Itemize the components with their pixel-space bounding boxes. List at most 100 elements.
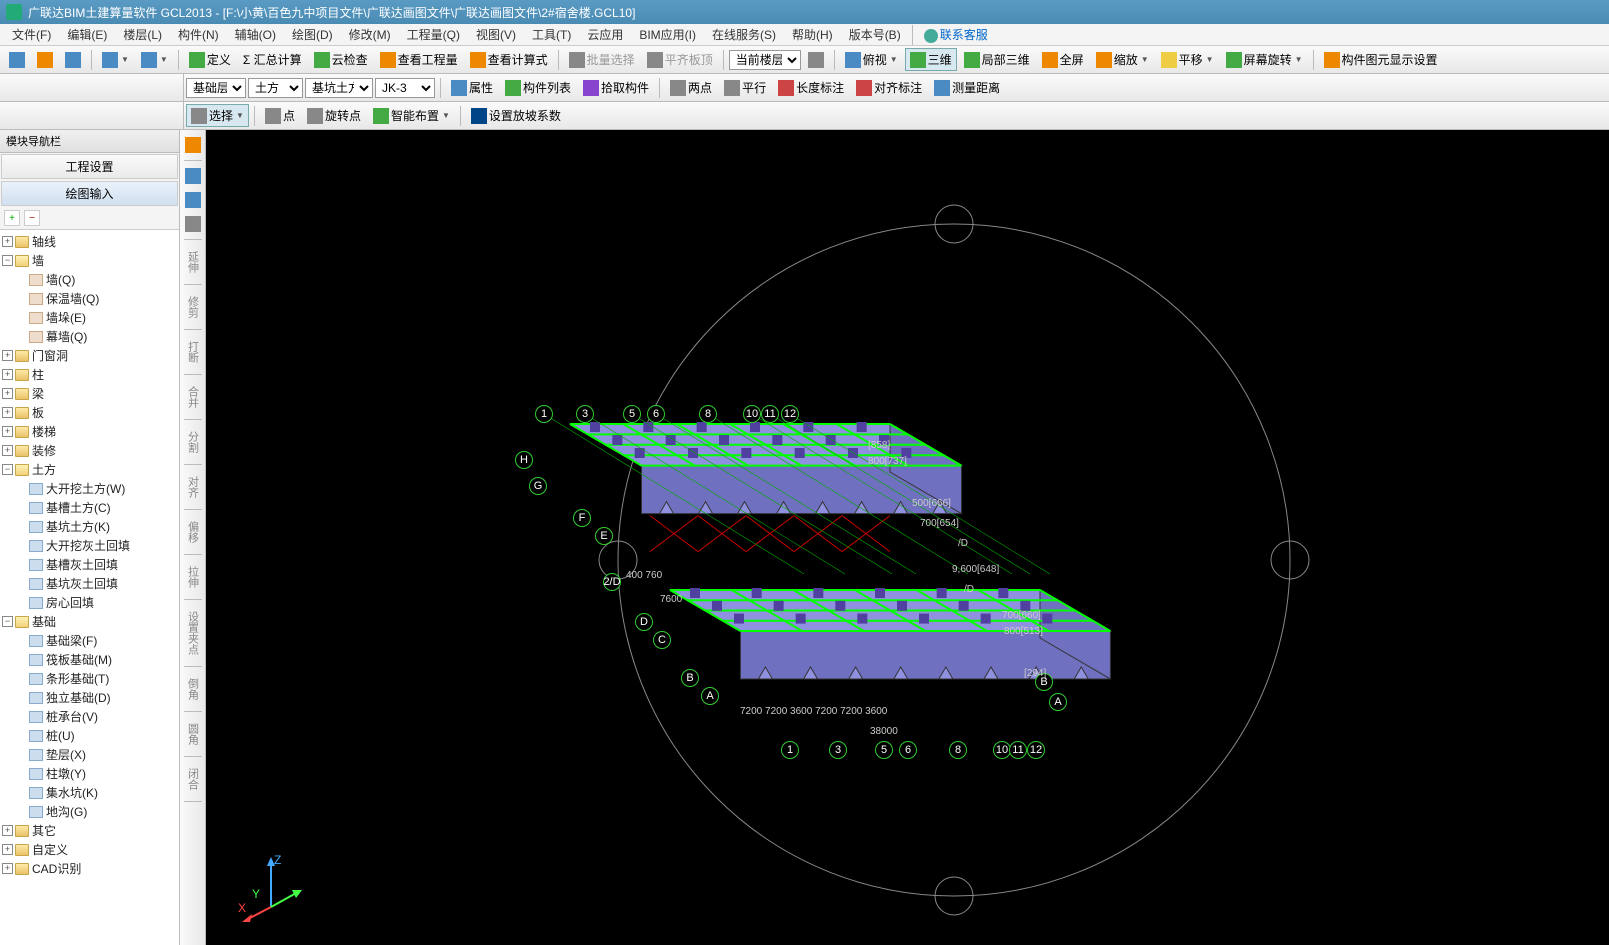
tree-node[interactable]: 房心回填 [2, 593, 177, 612]
vtb-设置夹点[interactable]: 设置夹点 [182, 604, 204, 662]
view-formula-button[interactable]: 查看计算式 [465, 48, 553, 71]
menu-online[interactable]: 在线服务(S) [704, 26, 784, 43]
tree-node[interactable]: −基础 [2, 612, 177, 631]
vtb-对齐[interactable]: 对齐 [182, 469, 204, 505]
tree-node[interactable]: +门窗洞 [2, 346, 177, 365]
rotate-button[interactable]: 屏幕旋转▼ [1221, 48, 1308, 71]
tree-node[interactable]: 墙垛(E) [2, 308, 177, 327]
menu-help[interactable]: 帮助(H) [784, 26, 841, 43]
top-view-button[interactable]: 俯视▼ [840, 48, 903, 71]
open-button[interactable] [32, 49, 58, 71]
nav-tab-project-settings[interactable]: 工程设置 [1, 154, 178, 179]
select-tool-button[interactable]: 选择▼ [186, 104, 249, 127]
tree-toggle-icon[interactable]: + [2, 407, 13, 418]
list-button[interactable]: 构件列表 [500, 76, 576, 99]
menu-tools[interactable]: 工具(T) [524, 26, 579, 43]
length-dim-button[interactable]: 长度标注 [773, 76, 849, 99]
tree-toggle-icon[interactable]: + [2, 844, 13, 855]
floor-select[interactable]: 当前楼层 [729, 50, 801, 70]
two-point-button[interactable]: 两点 [665, 76, 717, 99]
tree-node[interactable]: 基坑土方(K) [2, 517, 177, 536]
vtb-闭合[interactable]: 闭合 [182, 761, 204, 797]
tree-toggle-icon[interactable]: + [2, 445, 13, 456]
fullscreen-button[interactable]: 全屏 [1037, 48, 1089, 71]
local-3d-button[interactable]: 局部三维 [959, 48, 1035, 71]
view-qty-button[interactable]: 查看工程量 [375, 48, 463, 71]
vtb-angle[interactable] [182, 189, 204, 211]
tree-node[interactable]: −土方 [2, 460, 177, 479]
tree-node[interactable]: 垫层(X) [2, 745, 177, 764]
vtb-分割[interactable]: 分割 [182, 424, 204, 460]
menu-component[interactable]: 构件(N) [170, 26, 227, 43]
flat-top-button[interactable]: 平齐板顶 [642, 48, 718, 71]
dd-type[interactable]: 基坑土方 [305, 78, 373, 98]
new-button[interactable] [4, 49, 30, 71]
vtb-拉伸[interactable]: 拉伸 [182, 559, 204, 595]
tree-node[interactable]: +板 [2, 403, 177, 422]
3d-button[interactable]: 三维 [905, 48, 957, 71]
tree-toggle-icon[interactable]: − [2, 616, 13, 627]
parallel-button[interactable]: 平行 [719, 76, 771, 99]
tree-node[interactable]: 墙(Q) [2, 270, 177, 289]
vtb-修剪[interactable]: 修剪 [182, 289, 204, 325]
menu-floor[interactable]: 楼层(L) [115, 26, 170, 43]
vtb-延伸[interactable]: 延伸 [182, 244, 204, 280]
tree-toggle-icon[interactable]: − [2, 464, 13, 475]
vtb-arc[interactable] [182, 165, 204, 187]
vtb-倒角[interactable]: 倒角 [182, 671, 204, 707]
menu-view[interactable]: 视图(V) [468, 26, 524, 43]
component-tree[interactable]: +轴线−墙墙(Q)保温墙(Q)墙垛(E)幕墙(Q)+门窗洞+柱+梁+板+楼梯+装… [0, 230, 179, 945]
save-button[interactable] [60, 49, 86, 71]
tree-node[interactable]: 基坑灰土回填 [2, 574, 177, 593]
point-button[interactable]: 点 [260, 104, 300, 127]
tree-node[interactable]: +轴线 [2, 232, 177, 251]
tree-node[interactable]: +CAD识别 [2, 859, 177, 878]
collapse-all-button[interactable]: − [24, 210, 40, 226]
vtb-打断[interactable]: 打断 [182, 334, 204, 370]
menu-quantity[interactable]: 工程量(Q) [399, 26, 468, 43]
tree-node[interactable]: 基槽土方(C) [2, 498, 177, 517]
tree-node[interactable]: 大开挖土方(W) [2, 479, 177, 498]
slope-button[interactable]: 设置放坡系数 [466, 104, 566, 127]
tree-node[interactable]: +自定义 [2, 840, 177, 859]
zoom-button[interactable]: 缩放▼ [1091, 48, 1154, 71]
tree-toggle-icon[interactable]: + [2, 426, 13, 437]
tree-node[interactable]: 柱墩(Y) [2, 764, 177, 783]
tree-node[interactable]: +装修 [2, 441, 177, 460]
expand-all-button[interactable]: + [4, 210, 20, 226]
tree-node[interactable]: 独立基础(D) [2, 688, 177, 707]
vtb-brush[interactable] [182, 134, 204, 156]
props-button[interactable]: 属性 [446, 76, 498, 99]
pick-button[interactable]: 拾取构件 [578, 76, 654, 99]
display-settings-button[interactable]: 构件图元显示设置 [1319, 48, 1443, 71]
tree-node[interactable]: 基槽灰土回填 [2, 555, 177, 574]
tree-toggle-icon[interactable]: + [2, 825, 13, 836]
tree-node[interactable]: 地沟(G) [2, 802, 177, 821]
nav-tab-draw-input[interactable]: 绘图输入 [1, 181, 178, 206]
tree-node[interactable]: −墙 [2, 251, 177, 270]
tree-toggle-icon[interactable]: + [2, 369, 13, 380]
tree-node[interactable]: 基础梁(F) [2, 631, 177, 650]
menu-aux-axis[interactable]: 辅轴(O) [227, 26, 284, 43]
tree-node[interactable]: +楼梯 [2, 422, 177, 441]
vtb-圆角[interactable]: 圆角 [182, 716, 204, 752]
menu-cloud[interactable]: 云应用 [579, 26, 631, 43]
measure-button[interactable]: 测量距离 [929, 76, 1005, 99]
vtb-move[interactable] [182, 213, 204, 235]
tree-node[interactable]: 桩承台(V) [2, 707, 177, 726]
redo-button[interactable]: ▼ [136, 49, 173, 71]
menu-edit[interactable]: 编辑(E) [59, 26, 115, 43]
pan-button[interactable]: 平移▼ [1156, 48, 1219, 71]
tree-node[interactable]: 筏板基础(M) [2, 650, 177, 669]
tree-node[interactable]: 条形基础(T) [2, 669, 177, 688]
menu-file[interactable]: 文件(F) [4, 26, 59, 43]
vtb-合并[interactable]: 合并 [182, 379, 204, 415]
tree-toggle-icon[interactable]: + [2, 863, 13, 874]
tree-node[interactable]: +其它 [2, 821, 177, 840]
tree-node[interactable]: 集水坑(K) [2, 783, 177, 802]
tree-node[interactable]: 大开挖灰土回填 [2, 536, 177, 555]
tree-node[interactable]: 幕墙(Q) [2, 327, 177, 346]
3d-viewport[interactable]: Z X Y 13568101112HGFE2/DDCBA13568101112B… [206, 130, 1609, 945]
cloud-check-button[interactable]: 云检查 [309, 48, 373, 71]
tree-node[interactable]: 保温墙(Q) [2, 289, 177, 308]
